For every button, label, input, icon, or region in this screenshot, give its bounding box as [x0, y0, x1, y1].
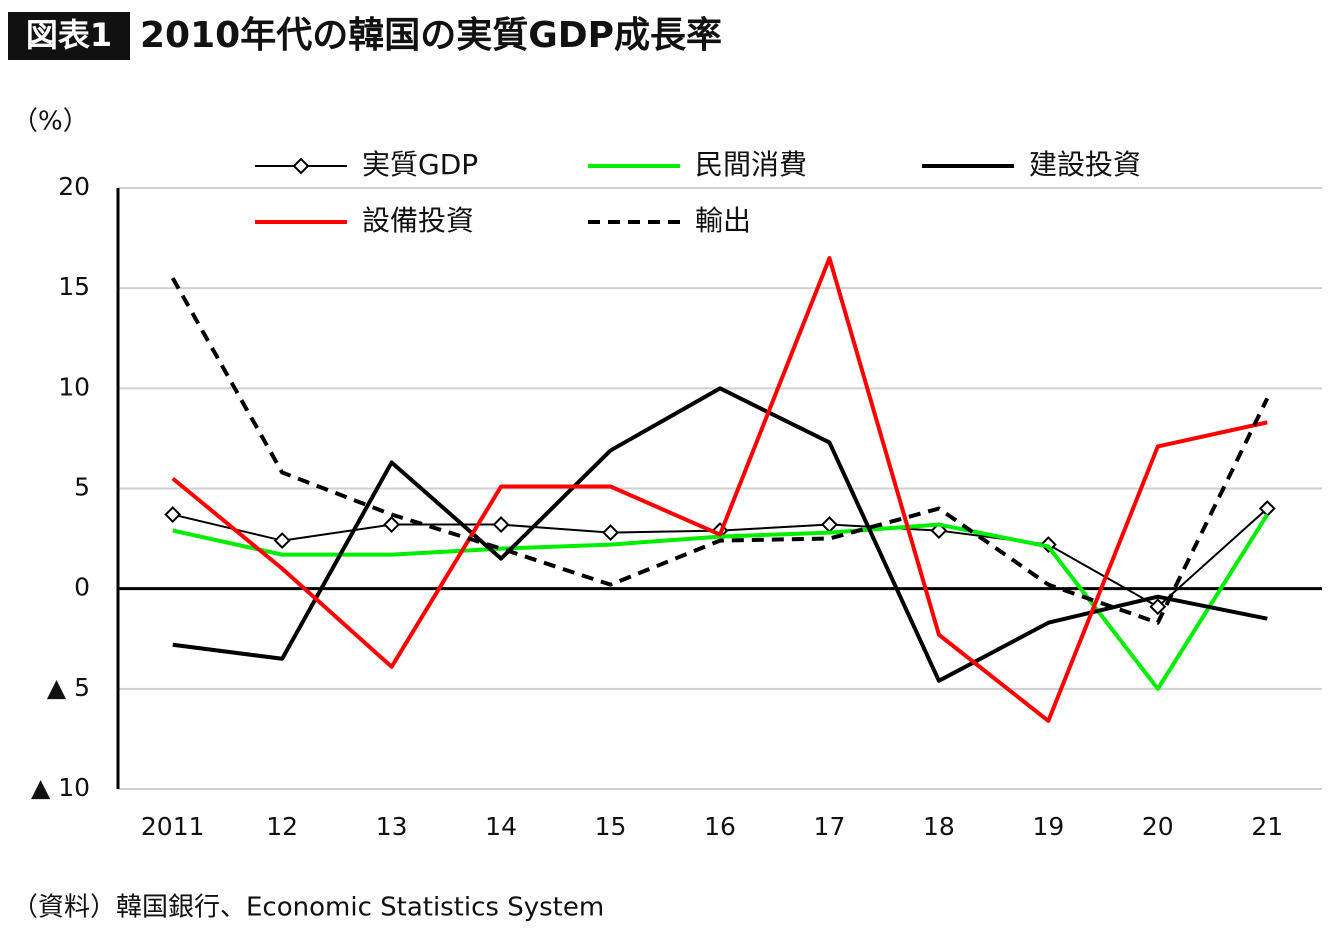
marker	[492, 516, 510, 533]
x-tick-label: 15	[595, 812, 627, 841]
marker	[1149, 598, 1167, 616]
series-line	[172, 513, 1269, 691]
legend-label: 設備投資	[362, 204, 474, 237]
x-tick-label: 19	[1032, 812, 1064, 841]
series-line	[171, 256, 1268, 723]
x-tick-label: 13	[376, 812, 408, 841]
y-tick-label: 10	[58, 372, 90, 401]
y-tick-label: 0	[74, 573, 90, 602]
x-tick-label: 14	[485, 812, 517, 841]
legend-label: 建設投資	[1029, 148, 1141, 181]
marker	[602, 524, 619, 541]
y-tick-label: ▲ 5	[47, 673, 90, 702]
legend-label: 実質GDP	[362, 148, 478, 181]
series-line	[170, 277, 1270, 625]
y-unit: （%）	[12, 107, 89, 137]
marker	[273, 532, 291, 550]
source: （資料）韓国銀行、Economic Statistics System	[12, 893, 604, 923]
x-tick-label: 12	[266, 812, 298, 841]
x-tick-label: 21	[1251, 812, 1283, 841]
x-tick-label: 18	[923, 812, 955, 841]
marker	[292, 157, 310, 175]
y-tick-label: ▲ 10	[31, 773, 90, 802]
y-tick-label: 20	[58, 172, 90, 201]
chart-title: 2010年代の韓国の実質GDP成長率	[140, 15, 722, 56]
x-tick-label: 2011	[141, 812, 205, 841]
legend-label: 輸出	[695, 204, 751, 237]
x-tick-label: 17	[814, 812, 846, 841]
x-tick-label: 16	[704, 812, 736, 841]
badge: 図表1	[26, 16, 112, 54]
marker	[383, 516, 401, 533]
marker	[164, 506, 182, 523]
x-tick-label: 20	[1142, 812, 1174, 841]
legend-label: 民間消費	[695, 148, 807, 181]
badge-bg	[8, 12, 130, 60]
y-tick-label: 5	[74, 473, 90, 502]
y-tick-label: 15	[58, 272, 90, 301]
marker	[821, 516, 838, 533]
series-line	[172, 386, 1268, 683]
